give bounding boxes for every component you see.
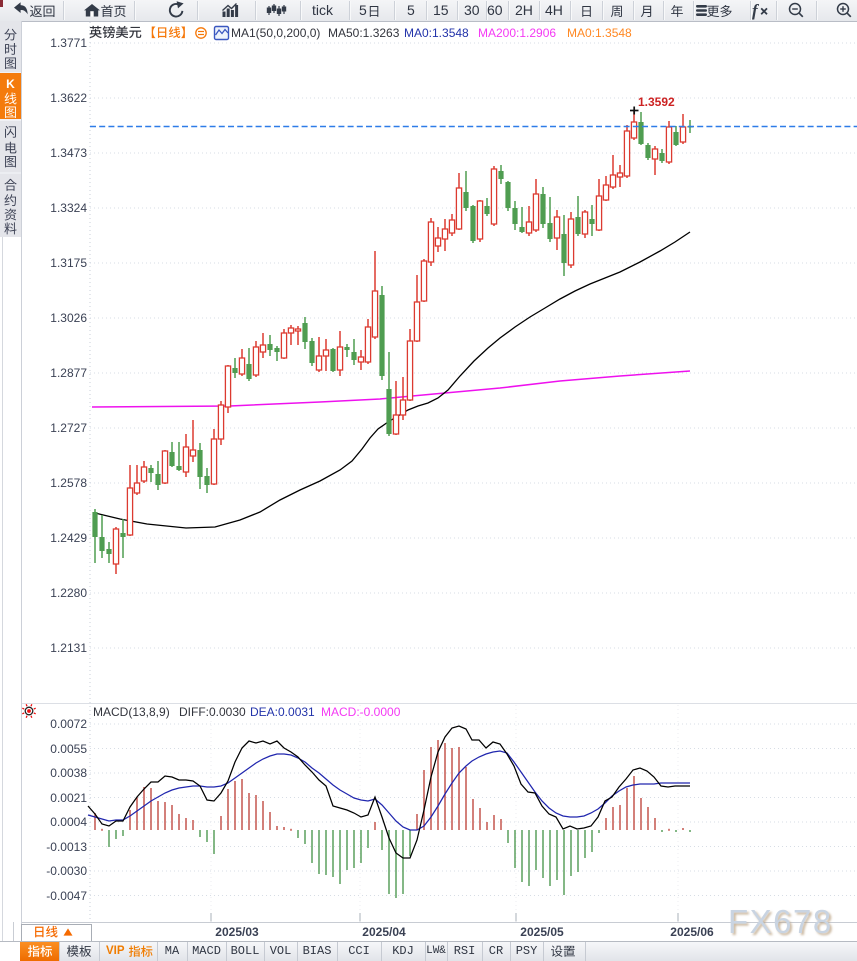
- svg-text:f: f: [752, 1, 760, 20]
